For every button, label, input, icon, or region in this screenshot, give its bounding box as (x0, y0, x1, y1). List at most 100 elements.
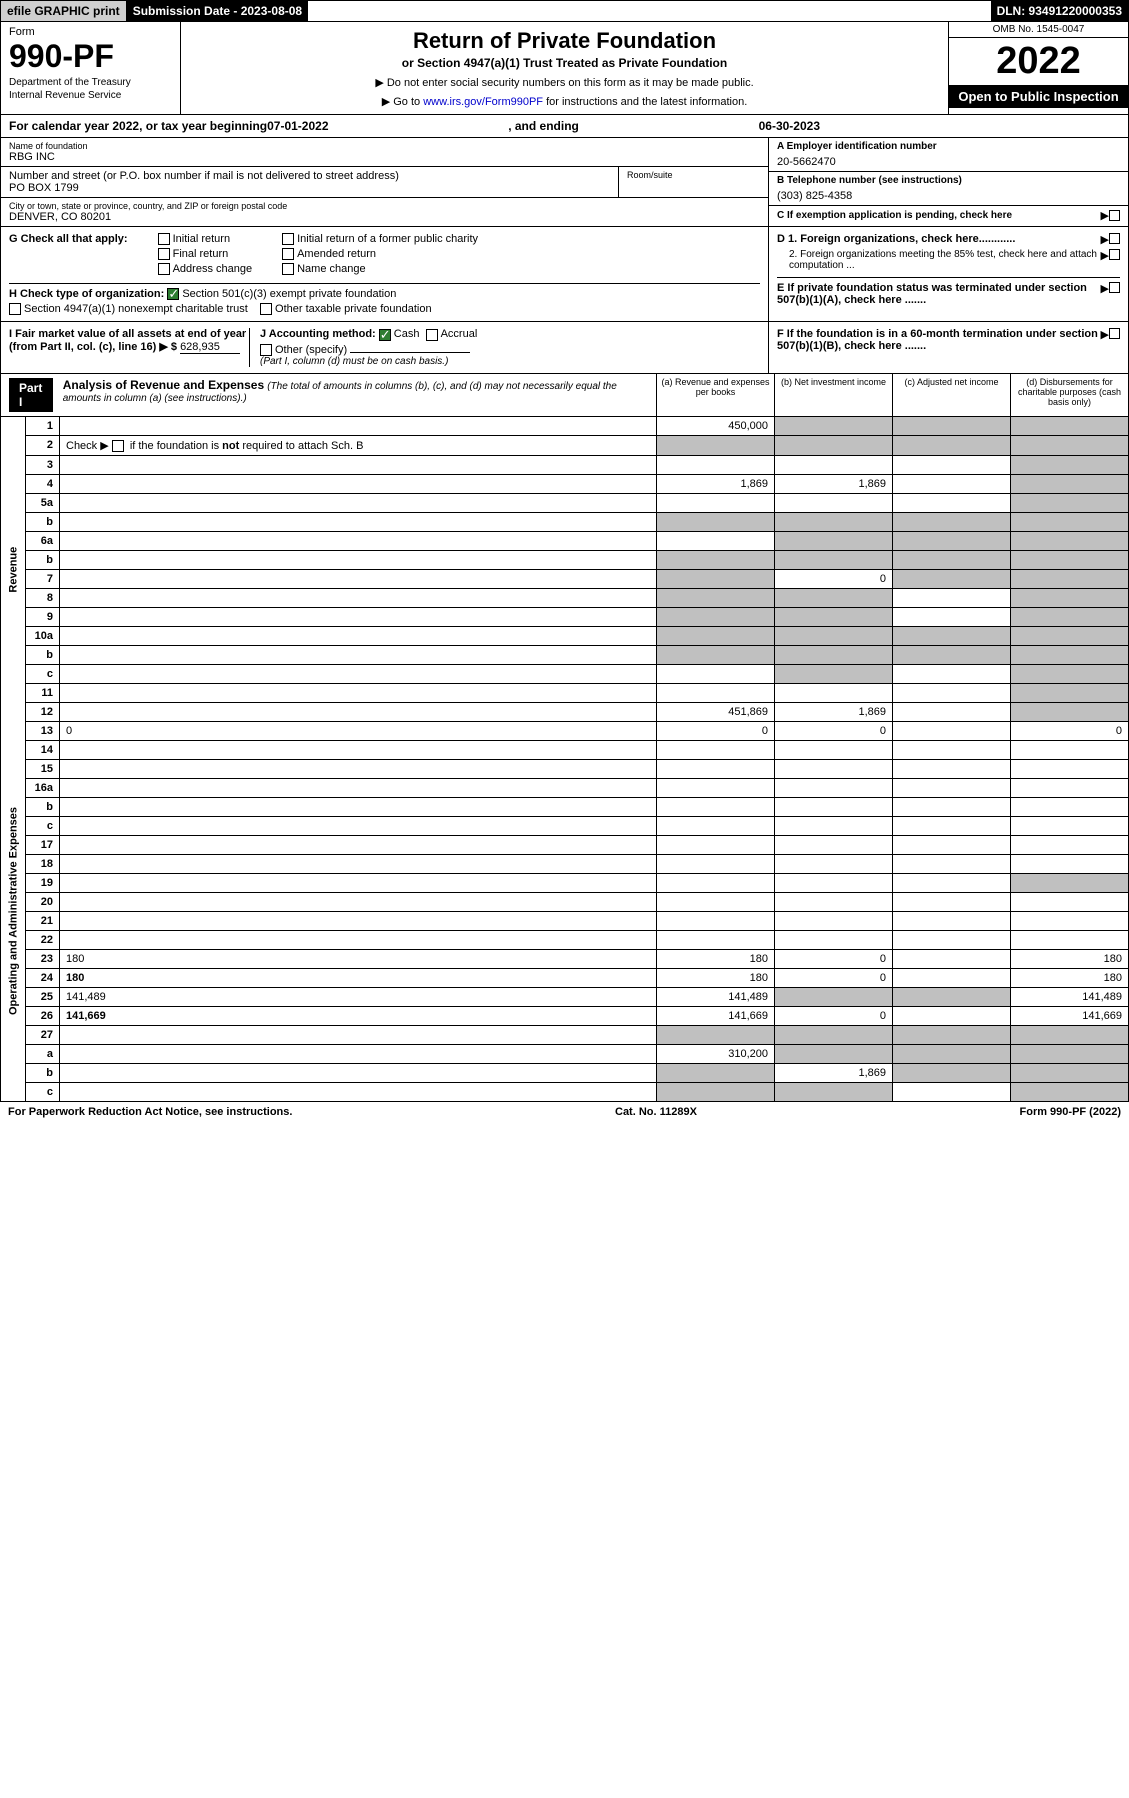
f-cb[interactable] (1109, 328, 1120, 339)
entity-left: Name of foundation RBG INC Number and st… (1, 138, 768, 226)
address-change-cb[interactable] (158, 263, 170, 275)
other-method-cb[interactable] (260, 344, 272, 356)
cell-a (657, 645, 775, 664)
4947-cb[interactable] (9, 303, 21, 315)
cell-c (893, 911, 1011, 930)
row-description (60, 493, 657, 512)
cash-cb[interactable] (379, 329, 391, 341)
row-description (60, 512, 657, 531)
fmv-value: 628,935 (180, 341, 240, 354)
row-description: 0 (60, 721, 657, 740)
cell-c (893, 435, 1011, 455)
cell-b (775, 911, 893, 930)
row-number: b (26, 645, 60, 664)
dept-treasury: Department of the Treasury (9, 77, 172, 88)
cell-a (657, 512, 775, 531)
c-checkbox[interactable] (1109, 210, 1120, 221)
col-a-head: (a) Revenue and expenses per books (656, 374, 774, 416)
cell-d (1011, 892, 1129, 911)
d1-cb[interactable] (1109, 233, 1120, 244)
cell-c (893, 987, 1011, 1006)
initial-return-cb[interactable] (158, 233, 170, 245)
row-description (60, 607, 657, 626)
cell-b (775, 835, 893, 854)
row-description (60, 797, 657, 816)
cell-d (1011, 531, 1129, 550)
section-i-j: I Fair market value of all assets at end… (0, 322, 1129, 373)
e-cb[interactable] (1109, 282, 1120, 293)
part1-title-cell: Part I Analysis of Revenue and Expenses … (1, 374, 656, 416)
row-number: 25 (26, 987, 60, 1006)
cell-d: 180 (1011, 968, 1129, 987)
row-description (60, 417, 657, 436)
row-number: 5a (26, 493, 60, 512)
initial-former-cb[interactable] (282, 233, 294, 245)
cell-b (775, 1082, 893, 1101)
cell-c (893, 721, 1011, 740)
cell-c (893, 474, 1011, 493)
cell-a (657, 588, 775, 607)
cell-d (1011, 569, 1129, 588)
final-return-cb[interactable] (158, 248, 170, 260)
d2-cb[interactable] (1109, 249, 1120, 260)
cell-c (893, 968, 1011, 987)
row-description (60, 892, 657, 911)
row-description (60, 854, 657, 873)
calendar-year-row: For calendar year 2022, or tax year begi… (0, 115, 1129, 138)
cell-a: 450,000 (657, 417, 775, 436)
row-description (60, 455, 657, 474)
row-number: 23 (26, 949, 60, 968)
row-number: 11 (26, 683, 60, 702)
other-taxable-cb[interactable] (260, 303, 272, 315)
row-number: b (26, 550, 60, 569)
ij-left: I Fair market value of all assets at end… (1, 322, 768, 372)
cell-c (893, 873, 1011, 892)
cell-a (657, 835, 775, 854)
cell-a (657, 493, 775, 512)
row-description (60, 759, 657, 778)
row-description (60, 569, 657, 588)
cell-b (775, 550, 893, 569)
row-number: 12 (26, 702, 60, 721)
cell-b (775, 930, 893, 949)
cell-a (657, 740, 775, 759)
row-number: 19 (26, 873, 60, 892)
revenue-side-label: Revenue (1, 417, 26, 722)
accrual-cb[interactable] (426, 329, 438, 341)
cell-d (1011, 626, 1129, 645)
cell-c (893, 626, 1011, 645)
row-description (60, 1025, 657, 1044)
entity-right: A Employer identification number 20-5662… (768, 138, 1128, 226)
cell-b (775, 531, 893, 550)
cell-d (1011, 435, 1129, 455)
cell-d (1011, 873, 1129, 892)
foundation-name-cell: Name of foundation RBG INC (1, 138, 768, 167)
part1-header: Part I Analysis of Revenue and Expenses … (0, 374, 1129, 417)
irs-link[interactable]: www.irs.gov/Form990PF (423, 96, 543, 108)
efile-label[interactable]: efile GRAPHIC print (1, 1, 127, 21)
row-number: 9 (26, 607, 60, 626)
cell-a: 1,869 (657, 474, 775, 493)
row-number: 3 (26, 455, 60, 474)
row-description (60, 702, 657, 721)
cell-b (775, 435, 893, 455)
amended-cb[interactable] (282, 248, 294, 260)
501c3-cb[interactable] (167, 288, 179, 300)
form-subtitle: or Section 4947(a)(1) Trust Treated as P… (193, 56, 936, 70)
cell-c (893, 1063, 1011, 1082)
row-description: 141,489 (60, 987, 657, 1006)
cell-b: 1,869 (775, 474, 893, 493)
cell-d (1011, 683, 1129, 702)
cell-d (1011, 550, 1129, 569)
cell-a (657, 854, 775, 873)
row-description (60, 531, 657, 550)
cell-b (775, 607, 893, 626)
row-description: Check ▶ if the foundation is not require… (60, 435, 657, 455)
exemption-pending: C If exemption application is pending, c… (769, 206, 1128, 225)
cell-d (1011, 759, 1129, 778)
cell-c (893, 569, 1011, 588)
check-right-f: F If the foundation is in a 60-month ter… (768, 322, 1128, 372)
cell-b (775, 417, 893, 436)
cell-b: 1,869 (775, 702, 893, 721)
cell-c (893, 835, 1011, 854)
